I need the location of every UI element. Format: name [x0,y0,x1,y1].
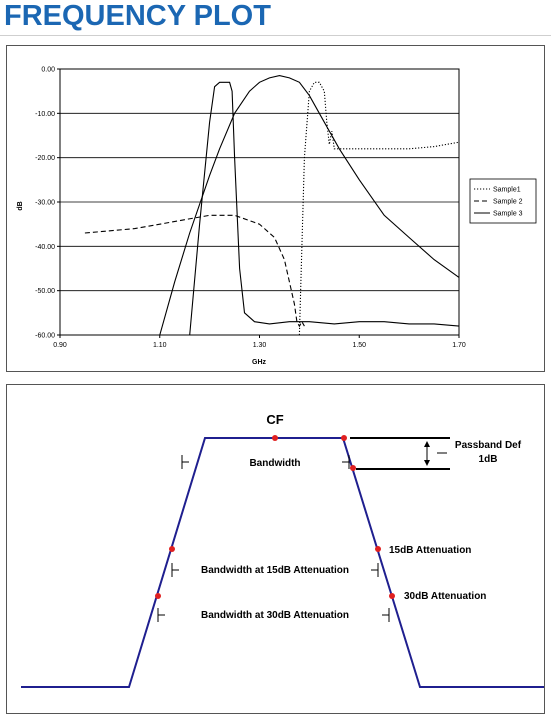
cf-label: CF [266,412,283,427]
y-tick-label: -30.00 [35,200,55,207]
passband-label: Passband Def [455,440,522,451]
bandwidth-bracket-right [342,455,350,469]
y-tick-label: -40.00 [35,244,55,251]
series-line-3 [159,75,460,336]
att30-left-point [155,593,161,599]
title-divider [0,35,551,36]
series-line-2 [84,214,305,328]
y-tick-label: -60.00 [35,333,55,340]
y-tick-label: -10.00 [35,111,55,118]
bw30-bracket-left [157,608,165,622]
passband-value: 1dB [479,454,498,465]
x-tick-label: 1.30 [253,342,267,349]
cf-point [272,435,278,441]
x-tick-label: 1.70 [452,342,466,349]
passband-arrow-up-icon [424,441,430,447]
passband-1db-point [350,465,356,471]
att30-right-point [389,593,395,599]
bw30-label: Bandwidth at 30dB Attenuation [201,610,349,621]
frequency-chart: 0.00 -10.00 -20.00 -30.00 -40.00 -50.00 -60.00… [6,45,545,372]
bw15-label: Bandwidth at 15dB Attenuation [201,565,349,576]
att15-right-point [375,546,381,552]
bw15-bracket-left [171,563,179,577]
x-tick-label: 1.10 [153,342,167,349]
bw15-bracket-right [371,563,379,577]
bandwidth-diagram: CF Bandwidth Passband Def 1dB Bandwidth … [6,384,545,714]
series-line-1 [298,81,460,336]
bandwidth-bracket-left [181,455,189,469]
x-axis-label: GHz [252,359,267,366]
passband-trace [21,437,544,688]
legend-box [469,178,537,224]
x-tick-label: 0.90 [53,342,67,349]
y-tick-label: -50.00 [35,288,55,295]
chart-canvas: 0.00 -10.00 -20.00 -30.00 -40.00 -50.00 -60.00… [17,67,537,366]
x-tick-label: 1.50 [352,342,366,349]
att15-label: 15dB Attenuation [389,545,471,556]
att30-label: 30dB Attenuation [404,591,486,602]
series-line-4 [189,81,460,336]
y-axis-label: dB [17,201,24,210]
diagram-canvas: CF Bandwidth Passband Def 1dB Bandwidth … [21,412,544,688]
passband-edge-point [341,435,347,441]
legend-label: Sample1 [493,187,521,194]
bw30-bracket-right [382,608,390,622]
page-title: FREQUENCY PLOT [4,0,271,32]
legend-label: Sample 3 [493,211,523,218]
bandwidth-label: Bandwidth [249,458,300,469]
chart-legend: Sample1 Sample 2 Sample 3 [469,178,537,224]
legend-label: Sample 2 [493,199,523,206]
y-tick-label: 0.00 [41,67,55,74]
att15-left-point [169,546,175,552]
passband-arrow-down-icon [424,460,430,466]
y-tick-label: -20.00 [35,155,55,162]
